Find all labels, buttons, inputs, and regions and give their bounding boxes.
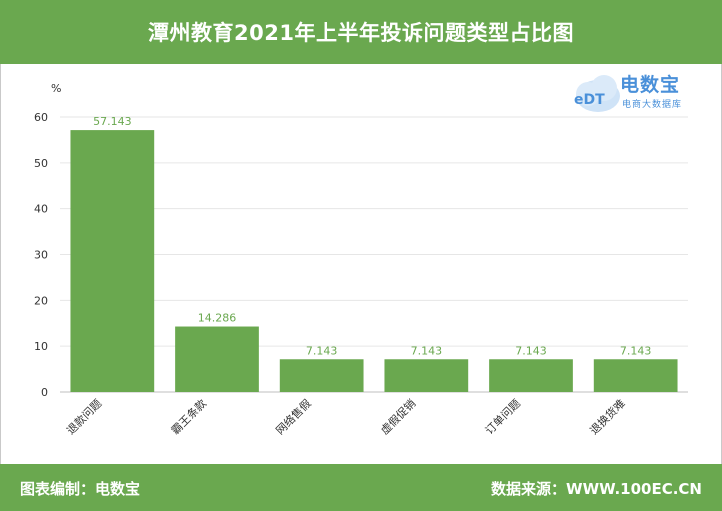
x-tick-label: 虚假促销: [377, 396, 418, 437]
cloud-logo-icon: eDT: [574, 75, 620, 112]
footer-credit: 图表编制：电数宝: [20, 480, 141, 498]
title-banner: 潭州教育2021年上半年投诉问题类型占比图: [0, 0, 722, 64]
data-label: 7.143: [306, 344, 338, 357]
bar: [70, 130, 155, 392]
chart-title: 潭州教育2021年上半年投诉问题类型占比图: [148, 21, 574, 45]
logo-badge: eDT: [574, 92, 605, 108]
data-label: 14.286: [198, 312, 237, 325]
x-tick-label: 霸王条款: [168, 396, 209, 437]
x-tick-label: 订单问题: [483, 397, 523, 437]
data-label: 7.143: [515, 344, 547, 357]
data-label: 57.143: [93, 115, 132, 128]
data-label: 7.143: [620, 344, 652, 357]
bars: 57.143 14.286 7.143 7.143 7.143 7.143: [70, 115, 678, 392]
gridlines: [60, 116, 688, 393]
bar-chart: 0 10 20 30 40 50 60 % 57.143 14.286 7.143 7.143 7.…: [34, 82, 688, 437]
logo: eDT 电数宝 电商大数据库: [568, 66, 718, 120]
y-tick-label: 40: [34, 203, 48, 216]
x-tick-label: 退款问题: [63, 396, 104, 437]
y-axis-label: %: [51, 82, 61, 95]
y-tick-label: 10: [34, 340, 48, 353]
footer-banner: 图表编制：电数宝 数据来源：WWW.100EC.CN: [0, 464, 722, 511]
x-tick-label: 网络售假: [273, 396, 314, 437]
y-tick-label: 0: [41, 386, 48, 399]
logo-name: 电数宝: [620, 74, 681, 96]
bar: [279, 359, 364, 392]
x-tick-label: 退换货难: [587, 396, 628, 437]
y-tick-label: 20: [34, 294, 48, 307]
y-tick-label: 50: [34, 157, 48, 170]
footer-source: 数据来源：WWW.100EC.CN: [491, 480, 702, 498]
logo-subtitle: 电商大数据库: [622, 100, 683, 110]
data-label: 7.143: [411, 344, 443, 357]
bar: [384, 359, 469, 392]
bar: [489, 359, 573, 392]
bar: [593, 359, 678, 392]
y-axis: 0 10 20 30 40 50 60: [34, 111, 48, 399]
bar: [175, 326, 259, 392]
x-axis: 退款问题 霸王条款 网络售假 虚假促销 订单问题 退换货难: [63, 396, 627, 437]
y-tick-label: 60: [34, 111, 48, 124]
y-tick-label: 30: [34, 249, 48, 262]
